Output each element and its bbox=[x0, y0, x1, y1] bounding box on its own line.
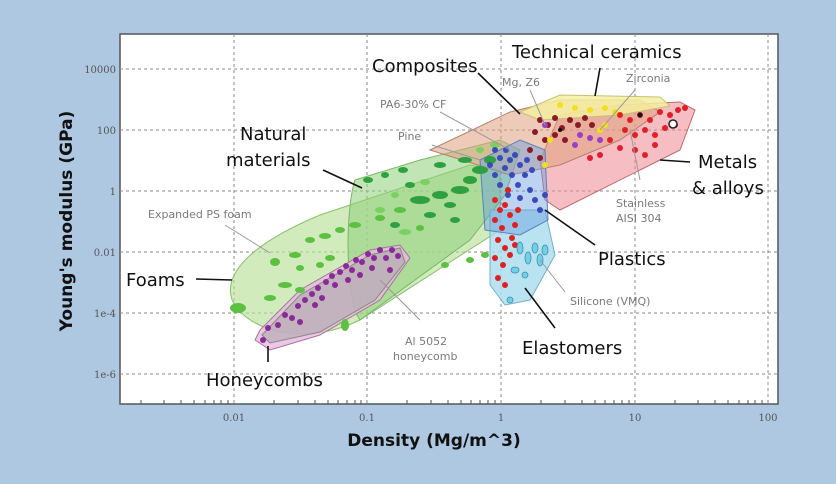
label-composites: Composites bbox=[372, 56, 477, 77]
label-metals-1: Metals bbox=[698, 152, 757, 173]
x-minor-ticks bbox=[140, 400, 763, 404]
y-tick-label: 0.01 bbox=[94, 248, 116, 259]
elastomer-red-points bbox=[492, 187, 521, 288]
honeycomb-points bbox=[260, 247, 401, 343]
y-axis-title: Young's modulus (GPa) bbox=[57, 111, 77, 333]
natural-points bbox=[363, 156, 496, 228]
composites-points bbox=[527, 115, 595, 161]
x-tick-label: 0.1 bbox=[359, 413, 375, 424]
x-axis-title: Density (Mg/m^3) bbox=[347, 431, 520, 451]
elastomer-cyan-points bbox=[506, 241, 549, 304]
y-tick-label: 100 bbox=[97, 126, 116, 137]
y-tick-labels: 10000 100 1 0.01 1e-4 1e-6 bbox=[84, 65, 116, 381]
label-honeycombs: Honeycombs bbox=[206, 370, 323, 391]
y-tick-label: 10000 bbox=[84, 65, 116, 76]
x-tick-labels: 0.01 0.1 1 10 100 bbox=[223, 413, 778, 424]
label-stainless-1: Stainless bbox=[616, 197, 666, 210]
x-tick-label: 1 bbox=[498, 413, 504, 424]
label-foams: Foams bbox=[126, 270, 185, 291]
leader-lines bbox=[195, 67, 691, 362]
x-tick-label: 0.01 bbox=[223, 413, 245, 424]
reference-points bbox=[558, 112, 678, 132]
label-zirconia: Zirconia bbox=[626, 72, 670, 85]
natural-light-points bbox=[375, 142, 500, 235]
label-expanded-ps-foam: Expanded PS foam bbox=[148, 208, 252, 221]
y-tick-label: 1e-6 bbox=[94, 370, 116, 381]
label-silicone-vmq: Silicone (VMQ) bbox=[570, 295, 650, 308]
plastics-points bbox=[487, 147, 548, 213]
y-tick-label: 1e-4 bbox=[94, 309, 116, 320]
label-technical-ceramics: Technical ceramics bbox=[511, 42, 682, 63]
label-natural-2: materials bbox=[226, 150, 311, 171]
label-al5052-1: Al 5052 bbox=[405, 335, 447, 348]
label-al5052-2: honeycomb bbox=[393, 350, 457, 363]
label-natural-1: Natural bbox=[240, 124, 306, 145]
label-pine: Pine bbox=[398, 130, 421, 143]
foams-points bbox=[230, 207, 489, 331]
purple-points bbox=[542, 122, 603, 148]
label-mg-z6: Mg, Z6 bbox=[502, 76, 540, 89]
label-plastics: Plastics bbox=[598, 249, 666, 270]
x-tick-label: 10 bbox=[629, 413, 642, 424]
label-metals-2: & alloys bbox=[692, 178, 764, 199]
label-elastomers: Elastomers bbox=[522, 338, 622, 359]
x-tick-label: 100 bbox=[758, 413, 777, 424]
y-tick-label: 1 bbox=[110, 187, 116, 198]
plastics-envelope bbox=[479, 139, 549, 236]
label-stainless-2: AISI 304 bbox=[616, 212, 662, 225]
label-pa6-30cf: PA6-30% CF bbox=[380, 98, 446, 111]
